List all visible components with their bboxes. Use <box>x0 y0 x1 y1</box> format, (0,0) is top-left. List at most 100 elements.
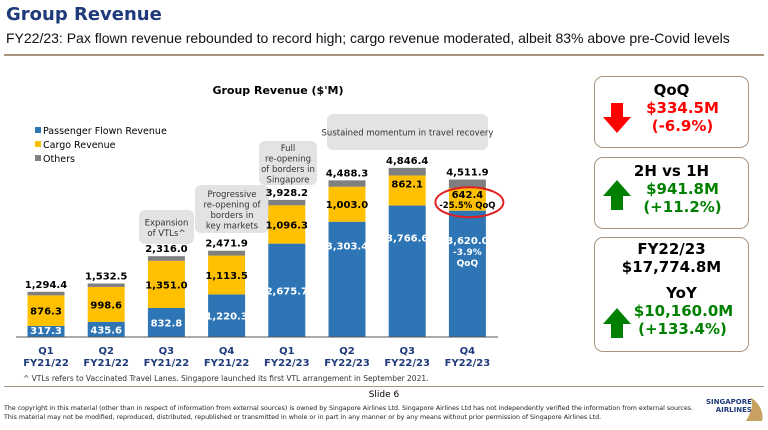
h2h1-title: 2H vs 1H <box>633 162 710 180</box>
bar-others <box>27 291 65 296</box>
bird-logo-icon <box>746 397 763 421</box>
bar-cargo-revenue <box>328 186 366 222</box>
bar-note-pax: QoQ <box>457 259 479 269</box>
bar-cargo-revenue <box>27 295 65 326</box>
bar-label-cargo: 1,351.0 <box>145 280 187 291</box>
bar-label-cargo: 642.4 <box>452 190 484 201</box>
x-tick-year: FY21/22 <box>83 358 129 369</box>
bar-others <box>87 283 125 287</box>
bar-label-pax: 317.3 <box>30 326 62 337</box>
bar-cargo-revenue <box>388 175 426 206</box>
qoq-value: $334.5M <box>646 99 719 117</box>
x-tick-quarter: Q3 <box>159 346 175 357</box>
x-tick-year: FY22/23 <box>384 358 430 369</box>
callout-text: key markets <box>206 221 259 231</box>
legend-label: Passenger Flown Revenue <box>43 126 167 137</box>
footer-divider <box>4 386 764 387</box>
callout-text: Progressive <box>208 190 257 200</box>
bar-total-label: 2,316.0 <box>145 244 187 255</box>
bar-note-cargo: -25.5% QoQ <box>439 201 495 211</box>
qoq-pct: (-6.9%) <box>651 117 714 135</box>
bar-passenger-flown-revenue <box>27 325 65 337</box>
bar-total-label: 3,928.2 <box>266 188 308 199</box>
bar-passenger-flown-revenue <box>147 307 185 337</box>
bar-note-pax: -3.9% <box>453 248 482 258</box>
x-tick-year: FY22/23 <box>445 358 491 369</box>
bar-passenger-flown-revenue <box>268 243 306 337</box>
bar-passenger-flown-revenue <box>87 321 125 337</box>
bar-label-cargo: 862.1 <box>391 179 423 190</box>
x-tick-year: FY22/23 <box>324 358 370 369</box>
x-tick-year: FY21/22 <box>144 358 190 369</box>
bar-passenger-flown-revenue <box>448 210 486 337</box>
callout-text: of borders in <box>261 165 315 175</box>
bar-others <box>328 180 366 187</box>
arrow-up-icon <box>603 180 631 210</box>
bar-total-label: 1,532.5 <box>85 272 127 283</box>
group-revenue-chart: Group Revenue ($'M) Passenger Flown Reven… <box>16 84 505 383</box>
callout-text: borders in <box>211 211 254 221</box>
callout-text: Singapore <box>267 175 310 185</box>
callout-box <box>139 210 194 244</box>
callout-text: re-opening <box>265 154 311 164</box>
bar-label-pax: 1,220.3 <box>205 312 247 323</box>
bar-total-label: 4,846.4 <box>386 156 428 167</box>
h2h1-pct: (+11.2%) <box>643 198 722 216</box>
page-subtitle: FY22/23: Pax flown revenue rebounded to … <box>6 30 730 46</box>
bar-passenger-flown-revenue <box>388 205 426 337</box>
bar-label-pax: 3,620.0 <box>446 236 488 247</box>
callout-text: re-opening of <box>203 200 261 210</box>
2h-vs-1h-panel: 2H vs 1H $941.8M (+11.2%) <box>594 157 749 229</box>
divider <box>4 54 764 56</box>
bar-cargo-revenue <box>147 260 185 308</box>
bar-label-cargo: 1,096.3 <box>266 220 308 231</box>
bar-others <box>147 256 185 261</box>
arrow-down-icon <box>603 103 631 133</box>
callout-text: of VTLs^ <box>147 229 185 239</box>
yoy-pct: (+133.4%) <box>638 320 727 338</box>
bar-total-label: 2,471.9 <box>205 239 247 250</box>
bar-label-pax: 435.6 <box>90 325 122 336</box>
bar-others <box>208 250 246 256</box>
legend-label: Cargo Revenue <box>43 140 116 151</box>
red-circle-annotation <box>434 186 505 219</box>
callout-box <box>259 141 317 185</box>
bar-cargo-revenue <box>87 286 125 322</box>
legend-swatch <box>35 155 41 161</box>
callout-box <box>195 185 269 233</box>
singapore-airlines-logo: SINGAPORE AIRLINES <box>706 398 752 414</box>
yoy-value: $10,160.0M <box>633 302 734 320</box>
bar-passenger-flown-revenue <box>328 221 366 337</box>
qoq-panel: QoQ $334.5M (-6.9%) <box>594 76 749 148</box>
x-tick-quarter: Q2 <box>339 346 355 357</box>
fy-panel: FY22/23 $17,774.8M YoY $10,160.0M (+133.… <box>594 237 749 352</box>
bar-label-cargo: 998.6 <box>90 300 122 311</box>
bar-cargo-revenue <box>208 255 246 295</box>
x-tick-quarter: Q1 <box>38 346 54 357</box>
fy-title: FY22/23 <box>637 240 706 258</box>
x-tick-year: FY21/22 <box>23 358 69 369</box>
callout-text: Sustained momentum in travel recovery <box>322 129 494 139</box>
bar-total-label: 1,294.4 <box>25 280 67 291</box>
callout-box <box>327 114 488 150</box>
bar-label-pax: 3,303.4 <box>326 241 368 252</box>
copyright-notice: The copyright in this material (other th… <box>4 405 694 421</box>
arrow-up-icon <box>603 308 631 338</box>
bar-others <box>448 179 486 189</box>
bar-label-cargo: 1,113.5 <box>205 271 247 282</box>
bar-total-label: 4,511.9 <box>446 168 488 179</box>
bar-label-pax: 3,766.6 <box>386 233 428 244</box>
x-tick-quarter: Q1 <box>279 346 295 357</box>
bar-label-cargo: 1,003.0 <box>326 200 368 211</box>
bar-passenger-flown-revenue <box>208 294 246 337</box>
page-title: Group Revenue <box>6 4 162 25</box>
bar-label-cargo: 876.3 <box>30 307 62 318</box>
x-tick-quarter: Q4 <box>219 346 235 357</box>
x-tick-year: FY21/22 <box>204 358 250 369</box>
yoy-title: YoY <box>666 284 697 302</box>
bar-total-label: 4,488.3 <box>326 168 368 179</box>
bar-label-pax: 832.8 <box>151 318 183 329</box>
bar-cargo-revenue <box>268 205 306 244</box>
chart-title: Group Revenue ($'M) <box>212 84 343 97</box>
fy-total: $17,774.8M <box>621 258 722 276</box>
